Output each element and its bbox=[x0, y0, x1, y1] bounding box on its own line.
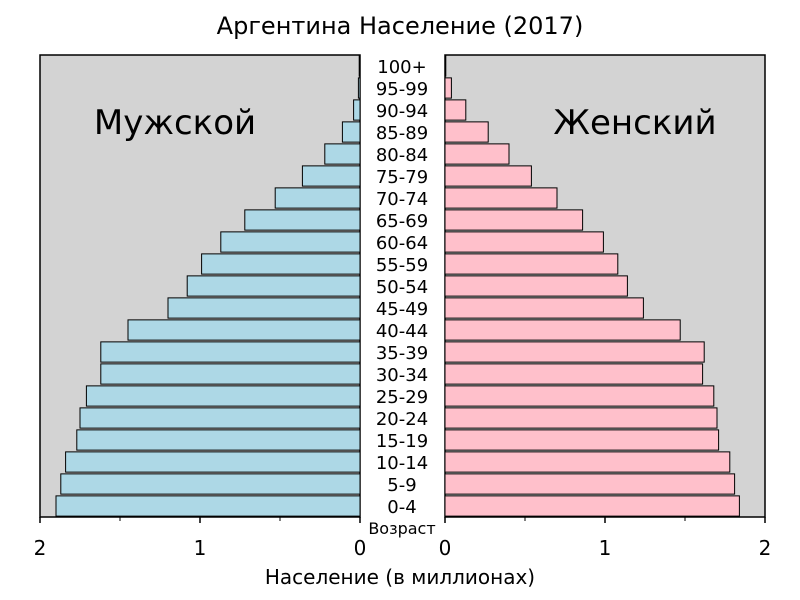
female-bar-75-79 bbox=[444, 165, 532, 187]
age-label-40-44: 40-44 bbox=[376, 321, 428, 342]
x-tick-label: 1 bbox=[599, 536, 612, 560]
chart-title: Аргентина Население (2017) bbox=[217, 12, 584, 40]
male-bar-35-39 bbox=[100, 341, 361, 363]
male-bar-85-89 bbox=[341, 121, 361, 143]
age-label-55-59: 55-59 bbox=[376, 255, 428, 276]
age-label-60-64: 60-64 bbox=[376, 233, 428, 254]
female-bar-30-34 bbox=[444, 363, 704, 385]
male-bar-90-94 bbox=[353, 99, 361, 121]
female-bar-10-14 bbox=[444, 451, 731, 473]
age-labels-group: 0-45-910-1415-1920-2425-2930-3435-3940-4… bbox=[376, 57, 428, 518]
male-bar-40-44 bbox=[127, 319, 361, 341]
age-label-70-74: 70-74 bbox=[376, 189, 428, 210]
female-label: Женский bbox=[553, 103, 716, 143]
x-tick-label: 0 bbox=[354, 536, 367, 560]
age-label-20-24: 20-24 bbox=[376, 409, 428, 430]
female-bar-50-54 bbox=[444, 275, 628, 297]
male-bar-95-99 bbox=[357, 77, 361, 99]
male-bar-50-54 bbox=[186, 275, 361, 297]
bars-group bbox=[55, 55, 740, 517]
male-bar-10-14 bbox=[65, 451, 361, 473]
age-label-30-34: 30-34 bbox=[376, 365, 428, 386]
female-bar-25-29 bbox=[444, 385, 715, 407]
age-axis-label: Возраст bbox=[368, 519, 435, 538]
female-bar-95-99 bbox=[444, 77, 452, 99]
female-bar-0-4 bbox=[444, 495, 740, 517]
female-bar-15-19 bbox=[444, 429, 720, 451]
male-bar-60-64 bbox=[220, 231, 361, 253]
male-bar-20-24 bbox=[79, 407, 361, 429]
female-bar-45-49 bbox=[444, 297, 644, 319]
male-label: Мужской bbox=[94, 103, 256, 143]
age-label-45-49: 45-49 bbox=[376, 299, 428, 320]
age-label-100+: 100+ bbox=[377, 57, 426, 78]
female-bar-60-64 bbox=[444, 231, 604, 253]
male-bar-5-9 bbox=[60, 473, 361, 495]
male-bar-45-49 bbox=[167, 297, 361, 319]
female-bar-85-89 bbox=[444, 121, 489, 143]
age-label-85-89: 85-89 bbox=[376, 123, 428, 144]
female-bar-20-24 bbox=[444, 407, 718, 429]
male-bar-25-29 bbox=[85, 385, 361, 407]
male-bar-70-74 bbox=[274, 187, 361, 209]
female-bar-65-69 bbox=[444, 209, 584, 231]
female-bar-90-94 bbox=[444, 99, 467, 121]
age-label-35-39: 35-39 bbox=[376, 343, 428, 364]
male-bar-30-34 bbox=[100, 363, 361, 385]
age-label-15-19: 15-19 bbox=[376, 431, 428, 452]
male-bar-55-59 bbox=[201, 253, 361, 275]
age-label-50-54: 50-54 bbox=[376, 277, 428, 298]
male-bar-100+ bbox=[358, 55, 361, 77]
x-ticks-group: 2 1 0 0 1 2 bbox=[34, 517, 772, 560]
age-label-75-79: 75-79 bbox=[376, 167, 428, 188]
female-bar-35-39 bbox=[444, 341, 705, 363]
age-label-95-99: 95-99 bbox=[376, 79, 428, 100]
male-bar-65-69 bbox=[244, 209, 361, 231]
x-tick-label: 1 bbox=[194, 536, 207, 560]
female-bar-100+ bbox=[444, 55, 447, 77]
male-bar-80-84 bbox=[324, 143, 361, 165]
age-label-10-14: 10-14 bbox=[376, 453, 428, 474]
x-axis-label: Население (в миллионах) bbox=[265, 565, 535, 589]
male-bar-0-4 bbox=[55, 495, 361, 517]
x-tick-label: 2 bbox=[34, 536, 47, 560]
female-bar-55-59 bbox=[444, 253, 619, 275]
male-bar-15-19 bbox=[76, 429, 361, 451]
age-label-65-69: 65-69 bbox=[376, 211, 428, 232]
x-tick-label: 0 bbox=[439, 536, 452, 560]
age-label-0-4: 0-4 bbox=[387, 497, 416, 518]
age-label-25-29: 25-29 bbox=[376, 387, 428, 408]
x-tick-label: 2 bbox=[759, 536, 772, 560]
female-bar-5-9 bbox=[444, 473, 736, 495]
female-bar-80-84 bbox=[444, 143, 510, 165]
female-bar-70-74 bbox=[444, 187, 558, 209]
male-bar-75-79 bbox=[301, 165, 361, 187]
age-label-5-9: 5-9 bbox=[387, 475, 416, 496]
age-label-80-84: 80-84 bbox=[376, 145, 428, 166]
female-bar-40-44 bbox=[444, 319, 681, 341]
age-label-90-94: 90-94 bbox=[376, 101, 428, 122]
